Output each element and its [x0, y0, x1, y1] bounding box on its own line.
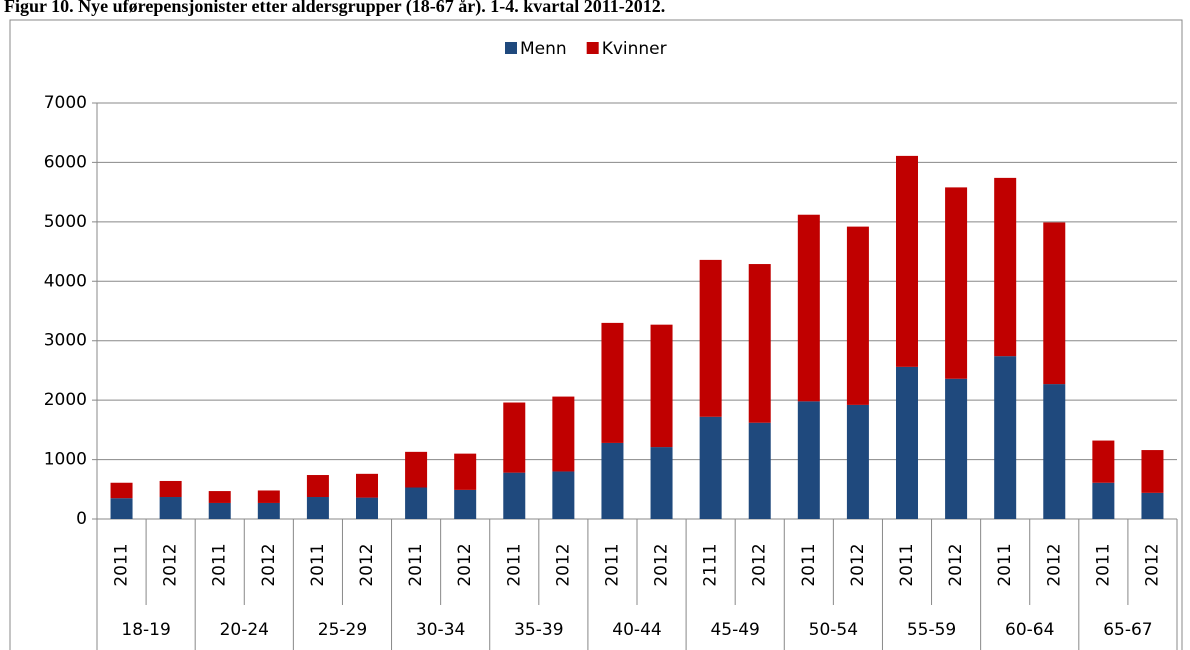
bar-segment: [503, 472, 526, 519]
bar-segment: [994, 177, 1017, 357]
group-label: 40-44: [612, 620, 661, 640]
chart-border: [9, 19, 1183, 650]
legend-swatch: [586, 42, 599, 54]
x-tick-label: 2012: [848, 543, 868, 586]
bar-segment: [1141, 492, 1164, 519]
bar-segment: [306, 475, 329, 498]
group-label: 50-54: [809, 620, 858, 640]
bar-segment: [945, 378, 968, 519]
x-tick-label: 2012: [652, 543, 672, 586]
bar-segment: [405, 451, 428, 488]
bar-segment: [1043, 222, 1066, 385]
bar-segment: [356, 473, 378, 498]
group-label: 20-24: [220, 620, 269, 640]
bar-segment: [699, 259, 722, 417]
group-label: 60-64: [1005, 620, 1054, 640]
bar-segment: [110, 482, 133, 499]
bar-segment: [1043, 384, 1066, 519]
y-tick-label: 2000: [44, 390, 87, 410]
bar-segment: [748, 264, 771, 423]
x-tick-label: 2011: [210, 543, 230, 586]
y-tick-label: 1000: [44, 450, 87, 470]
bar-segment: [552, 471, 575, 519]
group-label: 35-39: [514, 620, 563, 640]
bar-segment: [601, 322, 624, 443]
bar-segment: [945, 187, 968, 379]
bar-segment: [797, 214, 820, 402]
bar-segment: [994, 356, 1017, 519]
bar-segment: [257, 502, 280, 519]
bar-segment: [257, 490, 280, 503]
x-tick-label: 2012: [750, 543, 770, 586]
bar-segment: [159, 497, 182, 519]
y-tick-label: 6000: [44, 152, 87, 172]
x-tick-label: 2011: [112, 543, 132, 586]
x-tick-label: 2011: [406, 543, 426, 586]
legend-swatch: [505, 42, 517, 54]
group-label: 65-67: [1103, 620, 1152, 640]
legend-label: Menn: [520, 39, 567, 59]
group-label: 25-29: [318, 620, 367, 640]
group-label: 55-59: [907, 620, 956, 640]
bar-segment: [159, 480, 182, 498]
legend-label: Kvinner: [602, 39, 667, 59]
x-tick-label: 2012: [161, 543, 181, 586]
bar-segment: [208, 491, 231, 503]
x-tick-label: 2012: [1142, 543, 1162, 586]
x-tick-label: 2012: [553, 543, 573, 586]
y-tick-label: 5000: [44, 212, 87, 232]
x-tick-label: 2012: [946, 543, 966, 586]
chart-title: Figur 10. Nye uførepensjonister etter al…: [4, 0, 665, 17]
x-tick-label: 2012: [259, 543, 279, 586]
x-tick-label: 2011: [799, 543, 819, 586]
x-tick-label: 2011: [602, 543, 622, 586]
bar-segment: [1092, 440, 1115, 483]
x-tick-label: 2012: [455, 543, 475, 586]
bar-segment: [896, 155, 918, 367]
group-label: 45-49: [710, 620, 759, 640]
bar-segment: [405, 487, 428, 519]
x-tick-label: 2012: [1044, 543, 1064, 586]
bar-segment: [208, 502, 231, 519]
bar-segment: [699, 416, 722, 519]
group-label: 30-34: [416, 620, 465, 640]
bar-segment: [110, 498, 133, 519]
x-tick-label: 2011: [308, 543, 328, 586]
x-tick-label: 2011: [1093, 543, 1113, 586]
bar-segment: [454, 453, 477, 490]
bar-segment: [846, 404, 869, 519]
bar-segment: [552, 396, 575, 472]
bar-segment: [306, 497, 329, 519]
x-tick-label: 2011: [995, 543, 1015, 586]
x-tick-label: 2012: [357, 543, 377, 586]
bar-segment: [650, 324, 673, 448]
bar-segment: [1141, 450, 1164, 493]
bar-segment: [503, 402, 526, 473]
bar-segment: [601, 442, 624, 519]
bar-segment: [896, 366, 918, 519]
x-tick-label: 2111: [701, 543, 721, 586]
y-tick-label: 7000: [44, 93, 87, 113]
y-tick-label: 0: [76, 509, 87, 529]
x-tick-label: 2011: [504, 543, 524, 586]
bar-segment: [356, 497, 378, 519]
group-label: 18-19: [121, 620, 170, 640]
bar-segment: [454, 489, 477, 519]
x-tick-label: 2011: [897, 543, 917, 586]
y-tick-label: 3000: [44, 331, 87, 351]
y-tick-label: 4000: [44, 271, 87, 291]
bar-segment: [846, 226, 869, 405]
bar-segment: [650, 447, 673, 519]
bar-segment: [748, 422, 771, 519]
bar-segment: [797, 401, 820, 519]
bar-segment: [1092, 482, 1115, 519]
